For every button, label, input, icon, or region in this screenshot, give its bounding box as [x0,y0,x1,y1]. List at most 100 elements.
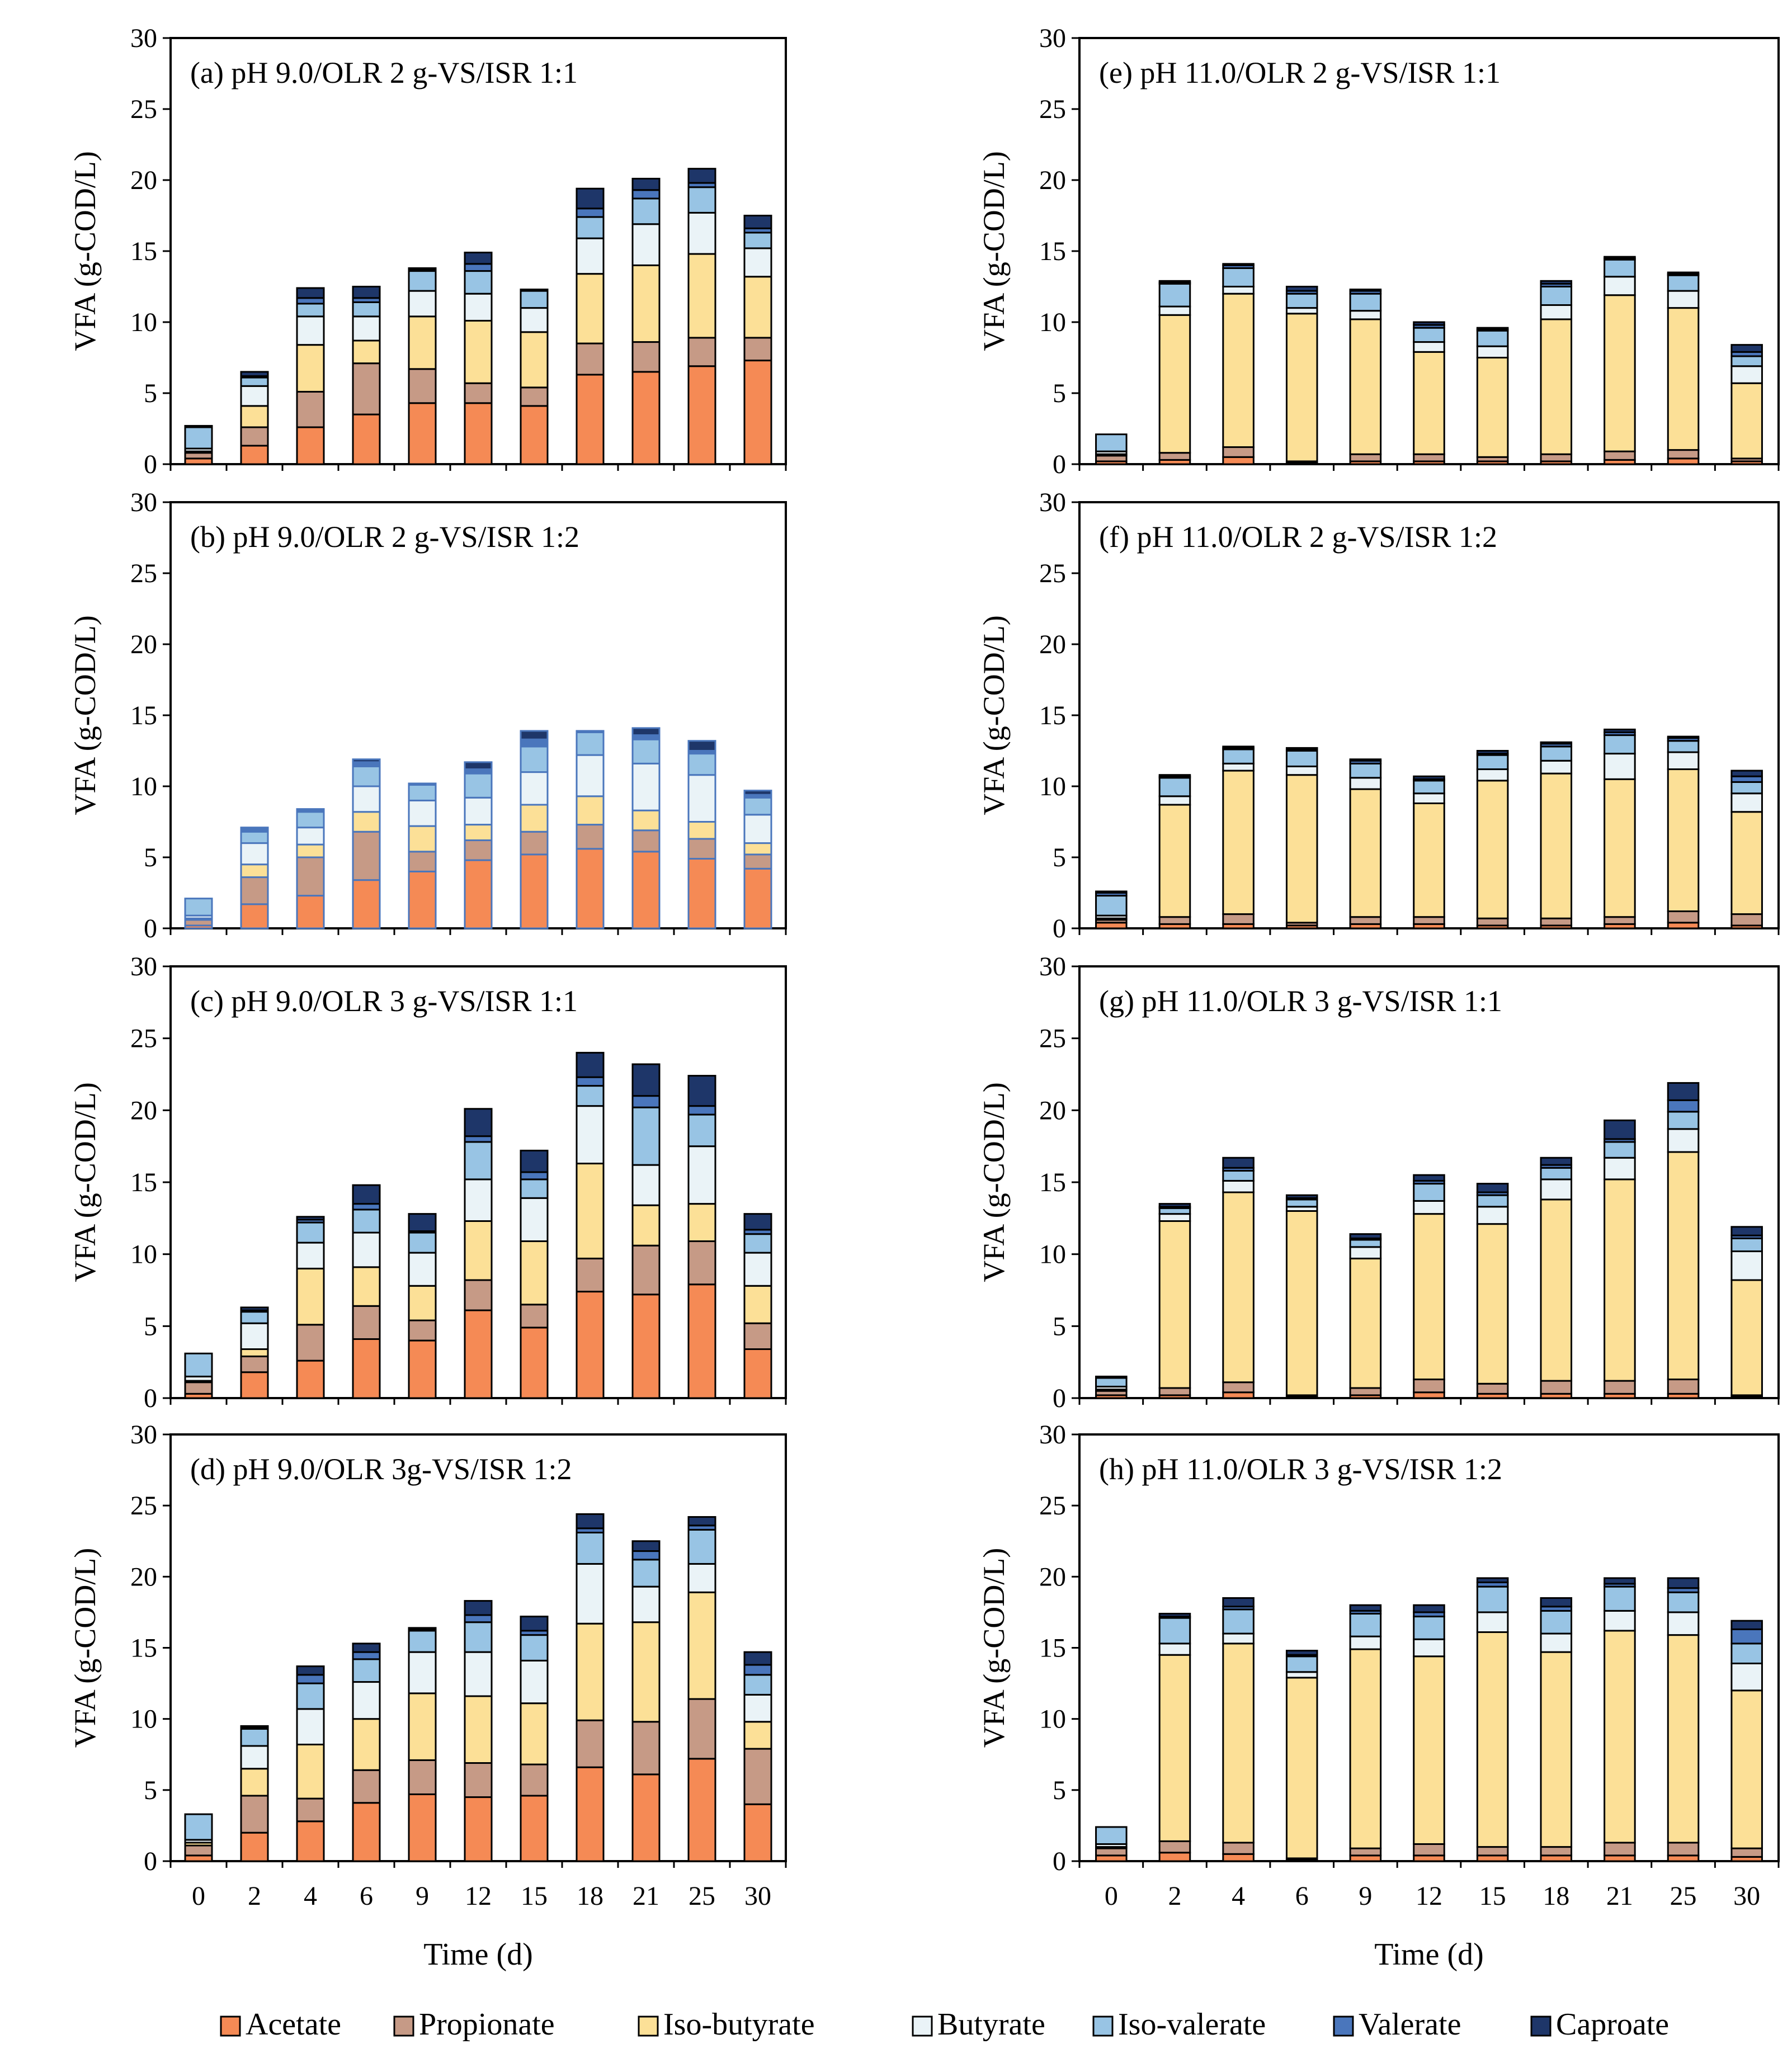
bar-segment-propionate [1158,1387,1191,1396]
bar-segment-iso-valerate [687,186,716,214]
y-tick-label: 5 [144,379,157,408]
panel-g: 0 5 10 15 20 25 30 VFA (g-COD/L) (g) pH 11.0/OLR… [977,952,1780,1413]
bar-segment-butyrate [520,307,549,333]
bar-segment-iso-valerate [1413,327,1445,343]
bar-segment-propionate [296,390,325,428]
bar-segment-iso-valerate [240,376,269,387]
bar-segment-butyrate [464,796,493,826]
bar-segment-caproate [1476,327,1509,331]
bar-segment-iso-valerate [184,898,213,917]
bar-segment-butyrate [631,1585,661,1623]
panel-title: (b) pH 9.0/OLR 2 g-VS/ISR 1:2 [190,520,579,554]
bar-segment-valerate [1730,1628,1763,1645]
bar-segment-propionate [576,342,605,376]
bar-segment-iso-butyrate [1349,1257,1382,1389]
bar-segment-caproate [1413,775,1445,780]
bar-segment-iso-valerate [1413,780,1445,795]
bar-segment-caproate [687,1075,716,1107]
bar-segment-propionate [1604,1380,1636,1395]
bar-segment-caproate [743,1651,772,1666]
bar-segment-iso-butyrate [352,339,381,365]
bar-segment-acetate [1604,1854,1636,1862]
bar-segment-propionate [1222,1381,1255,1394]
y-tick-label: 30 [130,1420,157,1450]
bar-segment-propionate [743,1748,772,1805]
bar-segment-caproate [1540,1597,1573,1608]
bar-segment-valerate [520,289,549,292]
bar-segment-iso-butyrate [687,253,716,339]
bar-segment-propionate [1476,1846,1509,1857]
bar-segment-iso-butyrate [1222,770,1255,915]
bar-segment-iso-valerate [408,783,437,801]
x-tick-label: 25 [1670,1881,1697,1911]
bar-segment-butyrate [576,237,605,275]
bar-segment-caproate [1222,1157,1255,1169]
y-tick-label: 15 [130,237,157,266]
bar-segment-iso-valerate [1095,433,1128,452]
bar-segment-butyrate [1222,1179,1255,1193]
bar-segment-caproate [631,1063,661,1097]
bar-segment-butyrate [464,292,493,322]
bar-segment-iso-valerate [1222,1169,1255,1182]
y-tick-label: 20 [130,630,157,659]
bar-segment-acetate [296,1820,325,1862]
y-tick-label: 10 [1039,308,1066,337]
bar-segment-iso-butyrate [1730,1689,1763,1849]
y-tick-label: 25 [130,1024,157,1054]
legend-swatch-butyrate [912,2015,933,2037]
bar-segment-iso-butyrate [296,1743,325,1800]
bar-segment-iso-butyrate [240,405,269,428]
legend: Acetate Propionate Iso-butyrate Butyrate Iso… [220,2007,1669,2042]
bar-segment-propionate [1413,1843,1445,1857]
bar-segment-caproate [1667,1577,1700,1589]
bar-segment-propionate [743,853,772,870]
bar-segment-iso-butyrate [352,1718,381,1771]
bar-segment-iso-valerate [240,1727,269,1747]
bar-segment-iso-butyrate [1413,1213,1445,1381]
y-tick-label: 25 [1039,1491,1066,1521]
x-tick-label: 2 [248,1881,261,1911]
x-tick-label: 12 [465,1881,492,1911]
bar-segment-iso-valerate [687,1113,716,1148]
bar-segment-butyrate [1476,1206,1509,1225]
bar-segment-propionate [1667,449,1700,460]
bar-segment-acetate [1667,1854,1700,1862]
bar-segment-butyrate [576,1105,605,1165]
bar-segment-iso-butyrate [1730,1279,1763,1396]
bar-segment-propionate [1730,1847,1763,1858]
bar-segment-butyrate [408,799,437,827]
bar-segment-iso-butyrate [1222,1642,1255,1844]
bar-segment-iso-butyrate [631,264,661,343]
y-tick-label: 0 [1053,1847,1066,1876]
x-tick-label: 21 [633,1881,659,1911]
bar-segment-iso-butyrate [1222,1191,1255,1384]
bar-segment-acetate [576,374,605,465]
bar-segment-propionate [352,362,381,416]
bar-segment-iso-butyrate [1667,307,1700,451]
bar-segment-iso-valerate [1158,1617,1191,1645]
bar-segment-butyrate [576,1563,605,1625]
y-axis-label: VFA (g-COD/L) [68,1548,102,1748]
bar-segment-iso-valerate [1667,274,1700,292]
legend-label: Caproate [1556,2007,1669,2042]
bar-segment-acetate [687,858,716,929]
y-tick-label: 5 [1053,1311,1066,1341]
bar-segment-propionate [464,1762,493,1799]
bar-segment-iso-butyrate [1540,1198,1573,1382]
y-tick-label: 10 [1039,1705,1066,1734]
bar-segment-valerate [296,297,325,305]
bar-segment-butyrate [1158,795,1191,806]
bar-segment-caproate [1413,1174,1445,1182]
bar-segment-iso-valerate [520,1178,549,1199]
bar-segment-iso-valerate [1730,1642,1763,1664]
bar-segment-iso-valerate [352,301,381,318]
bar-segment-acetate [240,445,269,465]
bar-segment-valerate [520,1171,549,1181]
y-tick-label: 0 [144,1847,157,1876]
bar-segment-acetate [296,1360,325,1399]
bar-segment-caproate [687,168,716,184]
bar-segment-acetate [631,1773,661,1862]
bar-segment-iso-butyrate [408,1692,437,1761]
bar-segment-caproate [1604,256,1636,259]
bar-segment-caproate [240,371,269,377]
